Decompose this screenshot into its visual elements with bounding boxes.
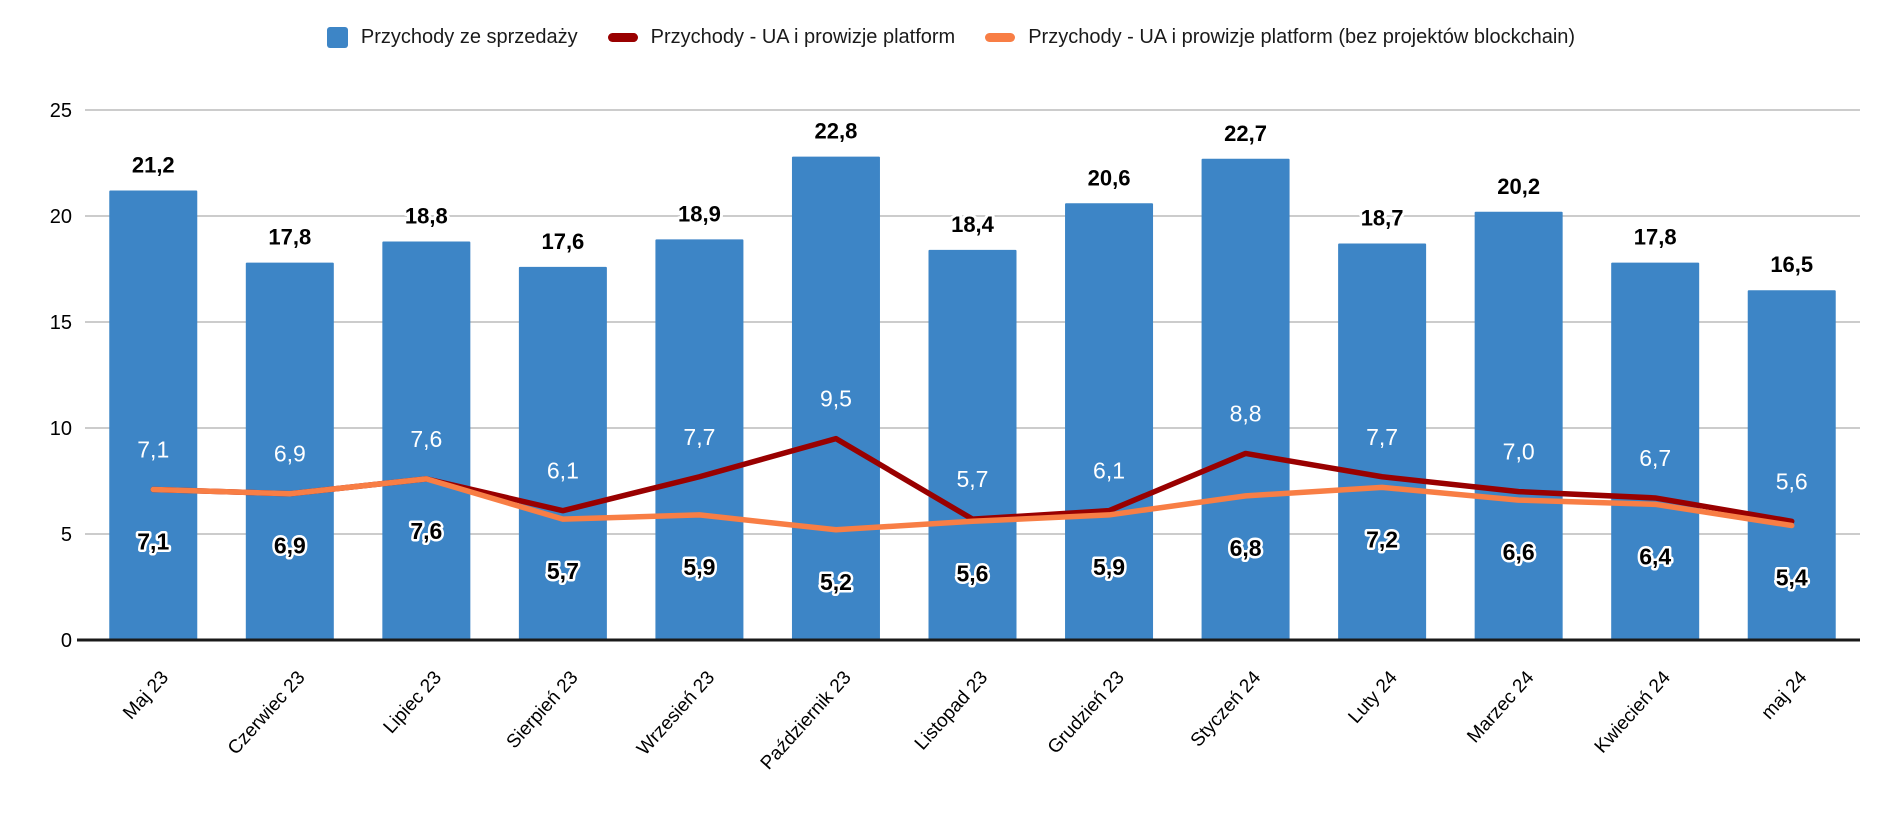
- legend-label-sales-revenue: Przychody ze sprzedaży: [360, 26, 578, 48]
- line-series-2[interactable]: [150, 476, 1795, 533]
- x-axis-label-Wrzesień 23: Wrzesień 23: [633, 667, 719, 759]
- x-axis-label-maj 24: maj 24: [1758, 667, 1812, 724]
- bar-value-label: 20,6: [1088, 165, 1131, 190]
- bar-value-label: 16,5: [1770, 252, 1813, 277]
- ua-no-blockchain-value-label: 5,7: [547, 558, 579, 584]
- bar-value-label: 18,8: [405, 203, 448, 228]
- bar-series-swatch-icon: [326, 27, 348, 48]
- line-series-swatch-icon: [607, 33, 638, 42]
- bar-Listopad 23[interactable]: [928, 249, 1017, 641]
- ua-line-value-label: 5,6: [1776, 468, 1808, 494]
- x-axis-label-Grudzień 23: Grudzień 23: [1044, 667, 1129, 758]
- bar-value-label: 22,8: [815, 119, 858, 144]
- legend-item-ua-commissions-no-blockchain[interactable]: Przychody - UA i prowizje platform (bez …: [985, 26, 1575, 49]
- ua-no-blockchain-value-label: 6,6: [1503, 539, 1535, 565]
- chart-legend: Przychody ze sprzedaży Przychody - UA i …: [0, 26, 1902, 49]
- bar-value-label: 17,6: [541, 229, 584, 254]
- ua-no-blockchain-value-label: 6,4: [1639, 543, 1671, 569]
- ua-no-blockchain-value-label: 6,8: [1230, 535, 1262, 561]
- ua-line-value-label: 5,7: [957, 466, 989, 492]
- bar-maj 24[interactable]: [1747, 290, 1836, 640]
- bar-value-label: 17,8: [268, 225, 311, 250]
- bar-Kwiecień 24[interactable]: [1611, 262, 1700, 640]
- legend-label-ua-commissions-no-blockchain: Przychody - UA i prowizje platform (bez …: [1028, 26, 1576, 48]
- y-axis-tick-label: 0: [61, 630, 72, 652]
- bar-Październik 23[interactable]: [791, 156, 880, 640]
- ua-line-value-label: 6,1: [1093, 458, 1125, 484]
- bar-Maj 23[interactable]: [109, 190, 198, 640]
- x-axis-label-Luty 24: Luty 24: [1345, 667, 1403, 728]
- bar-Luty 24[interactable]: [1338, 243, 1427, 640]
- legend-item-ua-commissions[interactable]: Przychody - UA i prowizje platform: [607, 26, 956, 49]
- ua-line-value-label: 9,5: [820, 386, 852, 412]
- bar-value-label: 18,7: [1361, 206, 1404, 231]
- x-axis-label-Październik 23: Październik 23: [757, 667, 856, 774]
- ua-line-value-label: 7,0: [1503, 439, 1535, 465]
- y-axis-tick-label: 15: [50, 312, 72, 334]
- x-axis-label-Kwiecień 24: Kwiecień 24: [1591, 667, 1675, 758]
- legend-item-sales-revenue[interactable]: Przychody ze sprzedaży: [326, 26, 578, 49]
- bar-value-label: 18,4: [951, 212, 995, 237]
- line-series-swatch-icon: [985, 33, 1016, 42]
- ua-no-blockchain-value-label: 7,2: [1366, 526, 1398, 552]
- bar-Grudzień 23[interactable]: [1065, 203, 1154, 640]
- ua-line-value-label: 8,8: [1230, 400, 1262, 426]
- bar-value-label: 18,9: [678, 201, 721, 226]
- x-axis-label-Listopad 23: Listopad 23: [911, 667, 992, 754]
- bar-Lipiec 23[interactable]: [382, 241, 471, 640]
- ua-line-value-label: 7,7: [1366, 424, 1398, 450]
- ua-line-value-label: 7,6: [410, 426, 442, 452]
- y-axis-tick-label: 25: [50, 100, 72, 122]
- y-axis-tick-label: 10: [50, 418, 72, 440]
- x-axis-label-Czerwiec 23: Czerwiec 23: [224, 667, 310, 759]
- legend-label-ua-commissions: Przychody - UA i prowizje platform: [650, 26, 956, 48]
- ua-line-value-label: 6,1: [547, 458, 579, 484]
- ua-no-blockchain-value-label: 7,6: [410, 518, 442, 544]
- x-axis-label-Marzec 24: Marzec 24: [1463, 667, 1538, 747]
- ua-line-value-label: 7,1: [137, 436, 169, 462]
- ua-no-blockchain-value-label: 5,2: [820, 569, 852, 595]
- ua-no-blockchain-value-label: 7,1: [137, 528, 169, 554]
- x-axis-label-Lipiec 23: Lipiec 23: [380, 667, 447, 738]
- y-axis-tick-label: 20: [50, 206, 72, 228]
- bar-value-label: 17,8: [1634, 225, 1677, 250]
- ua-no-blockchain-value-label: 5,4: [1776, 565, 1808, 591]
- ua-line-value-label: 7,7: [683, 424, 715, 450]
- bar-Sierpień 23[interactable]: [518, 266, 607, 640]
- bar-value-label: 20,2: [1497, 174, 1540, 199]
- x-axis-label-Sierpień 23: Sierpień 23: [503, 667, 583, 752]
- bar-Czerwiec 23[interactable]: [245, 262, 334, 640]
- bar-Wrzesień 23[interactable]: [655, 239, 744, 640]
- ua-no-blockchain-value-label: 5,6: [957, 560, 989, 586]
- x-axis-label-Maj 23: Maj 23: [119, 667, 173, 723]
- bar-Marzec 24[interactable]: [1474, 211, 1563, 640]
- ua-no-blockchain-value-label: 5,9: [1093, 554, 1125, 580]
- bar-Styczeń 24[interactable]: [1201, 158, 1290, 640]
- bar-value-label: 22,7: [1224, 121, 1267, 146]
- ua-no-blockchain-value-label: 5,9: [683, 554, 715, 580]
- ua-no-blockchain-value-label: 6,9: [274, 533, 306, 559]
- x-axis-label-Styczeń 24: Styczeń 24: [1187, 667, 1266, 751]
- ua-line-value-label: 6,9: [274, 441, 306, 467]
- bar-value-label: 21,2: [132, 153, 175, 178]
- y-axis-tick-label: 5: [61, 524, 72, 546]
- ua-line-value-label: 6,7: [1639, 445, 1671, 471]
